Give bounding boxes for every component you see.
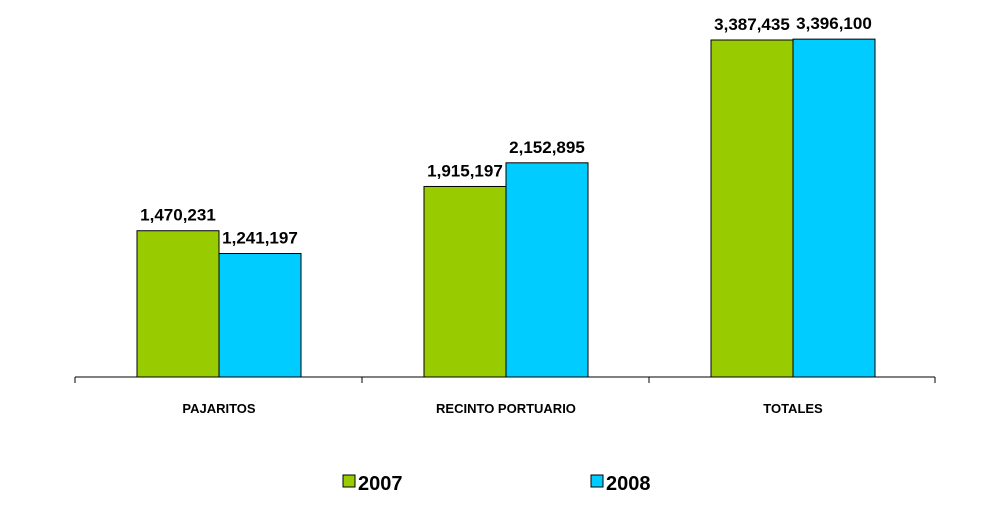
bar-2007-pajaritos [136,230,220,378]
category-label-2: TOTALES [763,401,823,416]
data-label-2008-0: 1,241,197 [222,229,298,248]
data-label-2008-1: 2,152,895 [509,138,585,157]
bars-group [136,38,876,378]
legend: 2007 2008 [342,473,651,495]
bar-2007-recinto-portuario [423,185,507,378]
bar-2007-totales [710,39,794,378]
legend-swatch-2007 [342,474,356,488]
data-label-2008-2: 3,396,100 [796,14,872,33]
category-labels-group: PAJARITOS RECINTO PORTUARIO TOTALES [182,401,823,416]
bar-2008-totales [792,38,876,378]
x-axis [74,376,936,383]
category-label-0: PAJARITOS [182,401,256,416]
legend-swatch-2008 [590,474,604,488]
legend-label-2007: 2007 [358,473,403,495]
data-label-2007-0: 1,470,231 [140,206,216,225]
bar-2008-recinto-portuario [505,162,589,378]
value-labels-group: 1,470,231 1,915,197 3,387,435 1,241,197 2,15… [140,14,872,247]
legend-label-2008: 2008 [606,473,651,495]
data-label-2007-2: 3,387,435 [714,15,790,34]
category-label-1: RECINTO PORTUARIO [436,401,576,416]
bar-2008-pajaritos [218,253,302,378]
data-label-2007-1: 1,915,197 [427,161,503,180]
